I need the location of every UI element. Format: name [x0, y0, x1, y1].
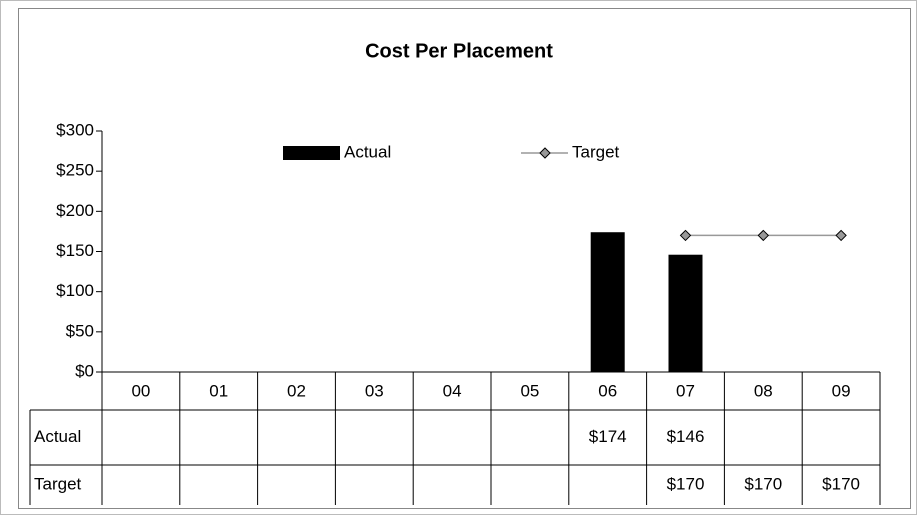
y-tick-label: $50 — [66, 321, 94, 340]
y-tick-label: $0 — [75, 361, 94, 380]
legend-label: Actual — [344, 142, 391, 161]
y-tick-label: $150 — [56, 241, 94, 260]
x-tick-label: 04 — [443, 381, 462, 400]
x-tick-label: 00 — [131, 381, 150, 400]
x-tick-label: 06 — [598, 381, 617, 400]
legend-label: Target — [572, 142, 620, 161]
legend-marker — [539, 147, 551, 159]
x-tick-label: 07 — [676, 381, 695, 400]
chart-area — [18, 8, 911, 509]
y-tick-label: $300 — [56, 120, 94, 139]
table-row-label: Actual — [34, 427, 81, 446]
bar — [668, 254, 703, 372]
table-cell: $170 — [667, 474, 705, 493]
marker — [835, 229, 847, 242]
x-tick-label: 03 — [365, 381, 384, 400]
bar — [590, 232, 625, 372]
table-cell: $170 — [744, 474, 782, 493]
x-tick-label: 09 — [832, 381, 851, 400]
table-cell: $170 — [822, 474, 860, 493]
chart-title: Cost Per Placement — [365, 40, 553, 62]
x-tick-label: 05 — [520, 381, 539, 400]
table-row-label: Target — [34, 474, 82, 493]
table-cell: $174 — [589, 427, 627, 446]
y-tick-label: $250 — [56, 161, 94, 180]
legend-swatch — [283, 146, 340, 160]
marker — [679, 229, 692, 242]
y-tick-label: $100 — [56, 281, 94, 300]
x-tick-label: 08 — [754, 381, 773, 400]
x-tick-label: 01 — [209, 381, 228, 400]
y-tick-label: $200 — [56, 201, 94, 220]
marker — [757, 229, 770, 242]
x-tick-label: 02 — [287, 381, 306, 400]
table-cell: $146 — [667, 427, 705, 446]
